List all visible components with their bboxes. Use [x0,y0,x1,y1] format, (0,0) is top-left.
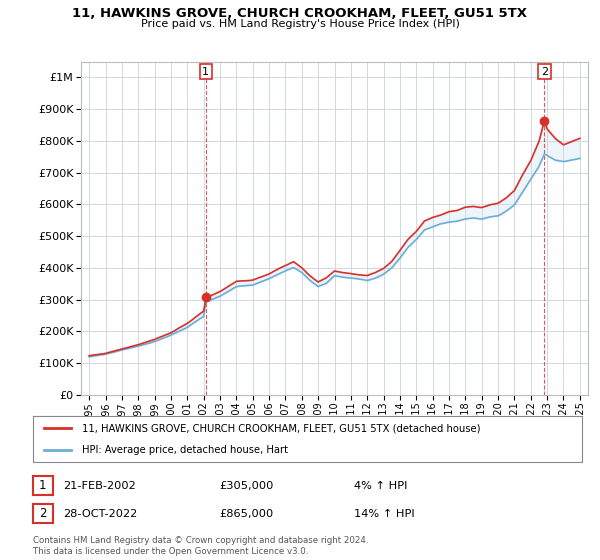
Text: 1: 1 [202,67,209,77]
Text: £865,000: £865,000 [219,508,273,519]
Text: 11, HAWKINS GROVE, CHURCH CROOKHAM, FLEET, GU51 5TX (detached house): 11, HAWKINS GROVE, CHURCH CROOKHAM, FLEE… [82,423,481,433]
Text: 21-FEB-2002: 21-FEB-2002 [63,480,136,491]
Text: 4% ↑ HPI: 4% ↑ HPI [354,480,407,491]
Text: 2: 2 [541,67,548,77]
Text: £305,000: £305,000 [219,480,274,491]
Text: 11, HAWKINS GROVE, CHURCH CROOKHAM, FLEET, GU51 5TX: 11, HAWKINS GROVE, CHURCH CROOKHAM, FLEE… [73,7,527,20]
Text: Price paid vs. HM Land Registry's House Price Index (HPI): Price paid vs. HM Land Registry's House … [140,19,460,29]
Text: Contains HM Land Registry data © Crown copyright and database right 2024.
This d: Contains HM Land Registry data © Crown c… [33,536,368,556]
Text: 28-OCT-2022: 28-OCT-2022 [63,508,137,519]
Text: HPI: Average price, detached house, Hart: HPI: Average price, detached house, Hart [82,445,289,455]
Text: 14% ↑ HPI: 14% ↑ HPI [354,508,415,519]
Text: 2: 2 [39,507,47,520]
Text: 1: 1 [39,479,47,492]
